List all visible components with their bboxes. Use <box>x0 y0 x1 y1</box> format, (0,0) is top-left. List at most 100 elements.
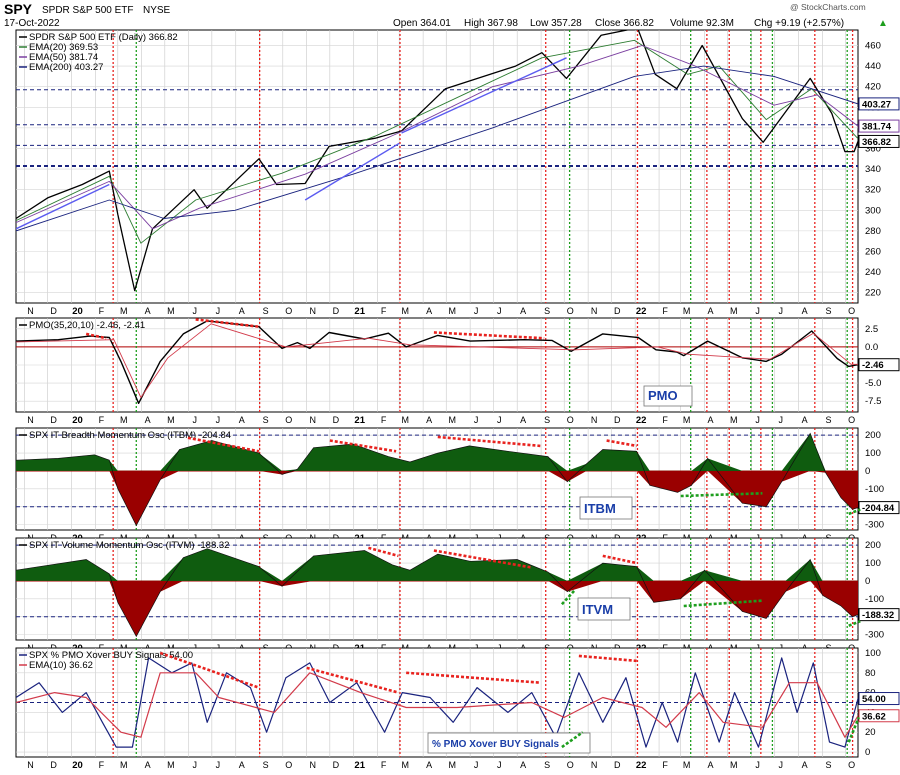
pmo-month-label-8: J <box>216 415 221 425</box>
price-y-tick-label-8: 300 <box>865 205 881 216</box>
price-value-tag-text-1: 381.74 <box>862 122 892 133</box>
price-value-tag-box-0 <box>858 97 900 111</box>
pmo-y-tick-label-4: -7.5 <box>865 396 881 407</box>
pmo-value-tag-text-0: -2.46 <box>862 360 884 371</box>
price-y-tick-label-6: 340 <box>865 164 881 175</box>
pmo-value-tag-0: -2.46 <box>858 358 900 372</box>
price-value-tag-text-0: 403.27 <box>862 99 891 110</box>
price-month-label-35: O <box>848 306 855 316</box>
itbm-y-tick-label-3: -100 <box>865 484 884 495</box>
pmoxover-month-label-22: S <box>544 760 550 770</box>
pmoxover-month-label-30: M <box>730 760 738 770</box>
pmoxover-month-label-8: J <box>216 760 221 770</box>
pmoxover-month-label-3: F <box>99 760 105 770</box>
pmoxover-month-label-14: 21 <box>354 760 365 771</box>
pmo-month-label-10: S <box>263 415 269 425</box>
pmoxover-value-tag-text-1: 36.62 <box>862 711 886 722</box>
bearish-divergence-line-7 <box>368 546 399 558</box>
itbm-y-tick-label-1: 100 <box>865 448 881 459</box>
pmo-month-label-18: M <box>449 415 457 425</box>
watermark: @ StockCharts.com <box>790 2 866 12</box>
pmo-value-tag-box-0 <box>858 358 900 372</box>
price-legend-entry-1: EMA(20) 369.53 <box>29 42 98 53</box>
pmo-month-label-12: N <box>309 415 316 425</box>
price-y-tick-label-5: 360 <box>865 143 881 154</box>
itvm-y-tick-label-2: 0 <box>865 576 870 587</box>
pmo-month-label-11: O <box>285 415 292 425</box>
pmoxover-plot-area <box>16 657 858 748</box>
pmoxover-month-label-33: A <box>802 760 808 770</box>
pmoxover-month-label-32: J <box>778 760 783 770</box>
pmoxover-month-label-34: S <box>826 760 832 770</box>
price-series-3 <box>16 65 858 232</box>
price-trendline-0 <box>16 183 110 230</box>
pmoxover-month-label-31: J <box>755 760 760 770</box>
pmoxover-month-label-15: F <box>381 760 387 770</box>
pmoxover-month-label-2: 20 <box>72 760 83 771</box>
pmoxover-month-label-1: D <box>50 760 57 770</box>
ticker-name: SPDR S&P 500 ETF <box>42 5 134 16</box>
price-value-tag-0: 403.27 <box>858 97 900 111</box>
pmo-month-label-28: M <box>683 415 691 425</box>
bullish-divergence-line-6 <box>847 716 860 743</box>
price-month-label-4: M <box>120 306 128 316</box>
pmo-month-label-3: F <box>99 415 105 425</box>
pmoxover-month-label-4: M <box>120 760 128 770</box>
price-value-tag-text-2: 366.82 <box>862 137 891 148</box>
pmoxover-month-label-18: M <box>449 760 457 770</box>
pmoxover-month-label-35: O <box>848 760 855 770</box>
ticker-symbol: SPY <box>4 1 33 17</box>
pmoxover-value-tag-text-0: 54.00 <box>862 694 886 705</box>
price-value-tag-2: 366.82 <box>858 134 900 148</box>
panels-layer: 460440420400380360340320300280260240220S… <box>15 29 900 771</box>
panel-pmoxover: 100806040200SPX % PMO Xover BUY Signals … <box>15 647 900 771</box>
itbm-plot-area <box>16 432 858 527</box>
price-month-label-29: A <box>708 306 714 316</box>
price-month-label-12: N <box>309 306 316 316</box>
pmoxover-month-label-17: A <box>426 760 432 770</box>
pmo-month-label-22: S <box>544 415 550 425</box>
price-value-tag-box-1 <box>858 119 900 133</box>
chart-date: 17-Oct-2022 <box>4 18 60 29</box>
pmo-plot-area <box>16 320 858 404</box>
pmoxover-month-label-6: M <box>167 760 175 770</box>
pmo-y-tick-label-3: -5.0 <box>865 378 881 389</box>
price-y-tick-label-10: 260 <box>865 246 881 257</box>
pmo-series-0 <box>16 320 858 404</box>
pmo-annotation-label: PMO <box>648 388 678 403</box>
price-month-label-1: D <box>50 306 57 316</box>
pmoxover-month-label-23: O <box>567 760 574 770</box>
bearish-divergence-line-11 <box>306 666 399 694</box>
open-value: Open 364.01 <box>393 18 451 29</box>
price-series-1 <box>16 39 858 244</box>
pmo-month-label-5: A <box>145 415 151 425</box>
pmo-month-label-2: 20 <box>72 415 83 426</box>
pmoxover-value-tag-1: 36.62 <box>858 709 900 723</box>
bullish-divergence-line-3 <box>683 599 763 608</box>
price-month-label-25: D <box>614 306 621 316</box>
pmo-month-label-4: M <box>120 415 128 425</box>
price-month-label-31: J <box>755 306 760 316</box>
bullish-divergence-line-0 <box>680 492 763 498</box>
price-legend-entry-2: EMA(50) 381.74 <box>29 52 98 63</box>
price-legend-entry-0: SPDR S&P 500 ETF (Daily) 366.82 <box>29 32 178 43</box>
pmoxover-value-tag-0: 54.00 <box>858 692 900 706</box>
price-month-label-14: 21 <box>354 306 365 317</box>
price-month-label-17: A <box>426 306 432 316</box>
pmoxover-y-tick-label-4: 20 <box>865 727 876 738</box>
pmo-y-tick-label-1: 0.0 <box>865 342 878 353</box>
price-month-label-13: D <box>333 306 340 316</box>
pmoxover-series-0 <box>16 657 858 748</box>
itvm-negative-area <box>16 580 858 637</box>
itbm-y-tick-label-0: 200 <box>865 430 881 441</box>
itvm-value-tag-0: -188.32 <box>858 608 900 622</box>
exchange-label: NYSE <box>143 5 171 16</box>
price-month-label-11: O <box>285 306 292 316</box>
price-month-label-30: M <box>730 306 738 316</box>
pmoxover-value-tag-box-1 <box>858 709 900 723</box>
pmo-month-label-15: F <box>381 415 387 425</box>
price-value-tag-1: 381.74 <box>858 119 900 133</box>
bearish-divergence-line-12 <box>406 671 541 684</box>
pmoxover-month-label-16: M <box>401 760 409 770</box>
